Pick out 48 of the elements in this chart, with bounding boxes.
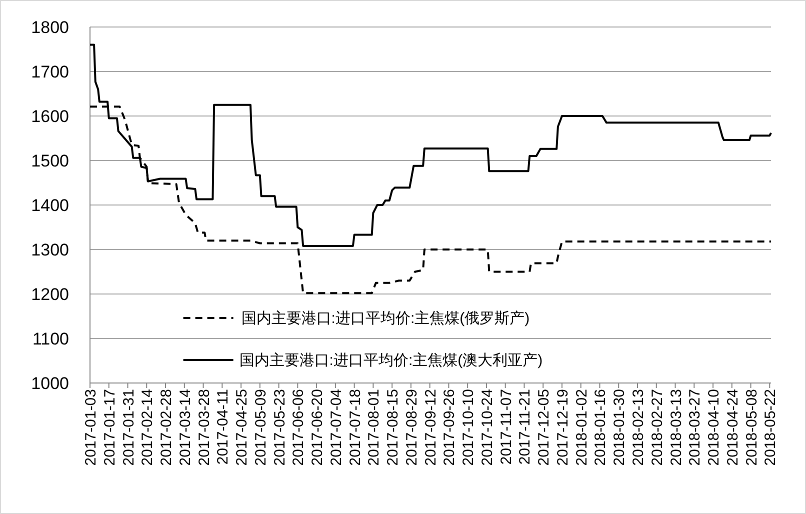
x-tick-label: 2018-02-27 [648,389,666,466]
x-tick-label: 2017-05-09 [252,389,270,466]
x-tick-label: 2018-01-30 [611,389,628,466]
x-tick-label: 2018-04-10 [706,389,723,466]
x-tick-label: 2017-04-11 [214,389,232,465]
x-tick-label: 2018-01-02 [573,389,590,466]
x-tick-label: 2017-06-20 [309,389,326,466]
x-tick-label: 2018-03-13 [668,389,685,466]
x-tick-label: 2018-01-16 [592,389,610,466]
y-tick-label: 1000 [31,374,69,393]
y-tick-label: 1500 [31,152,69,170]
x-tick-label: 2018-03-27 [686,389,704,466]
x-tick-label: 2017-01-17 [101,389,118,466]
y-tick-label: 1200 [31,285,69,304]
legend-label: 国内主要港口:进口平均价:主焦煤(俄罗斯产) [241,310,530,327]
y-tick-label: 1700 [31,62,69,82]
x-tick-label: 2018-04-24 [724,389,742,466]
y-tick-label: 1600 [31,107,69,126]
x-tick-label: 2017-05-23 [271,389,288,466]
x-tick-label: 2017-07-04 [328,389,345,466]
x-tick-label: 2017-11-07 [498,389,515,465]
legend-label: 国内主要港口:进口平均价:主焦煤(澳大利亚产) [239,352,543,369]
x-tick-label: 2017-08-29 [403,389,420,466]
x-tick-label: 2017-08-01 [366,389,383,466]
x-tick-label: 2017-01-31 [120,389,138,466]
x-tick-label: 2018-05-08 [743,389,760,466]
x-tick-label: 2017-10-10 [460,389,478,466]
x-tick-label: 2017-07-18 [346,389,364,466]
x-tick-label: 2017-12-05 [536,389,553,466]
x-tick-label: 2017-02-14 [139,389,156,466]
x-tick-label: 2017-09-12 [422,389,440,466]
x-tick-label: 2017-08-15 [384,389,402,466]
y-tick-label: 1100 [32,330,69,348]
y-tick-label: 1400 [31,196,69,215]
x-tick-label: 2017-12-19 [554,389,572,466]
y-tick-label: 1300 [31,240,69,260]
y-tick-label: 1800 [31,18,69,37]
x-tick-label: 2017-10-24 [478,389,496,466]
x-tick-label: 2017-01-03 [82,389,100,466]
x-tick-label: 2017-02-28 [158,389,176,466]
x-tick-label: 2018-02-13 [630,389,647,466]
x-tick-label: 2017-03-14 [176,389,194,466]
x-tick-label: 2017-09-26 [441,389,458,466]
x-tick-label: 2017-06-06 [290,389,308,466]
x-tick-label: 2018-05-22 [762,389,780,466]
x-tick-label: 2017-11-21 [516,389,534,465]
x-tick-label: 2017-04-25 [234,389,251,466]
x-tick-label: 2017-03-28 [196,389,213,466]
